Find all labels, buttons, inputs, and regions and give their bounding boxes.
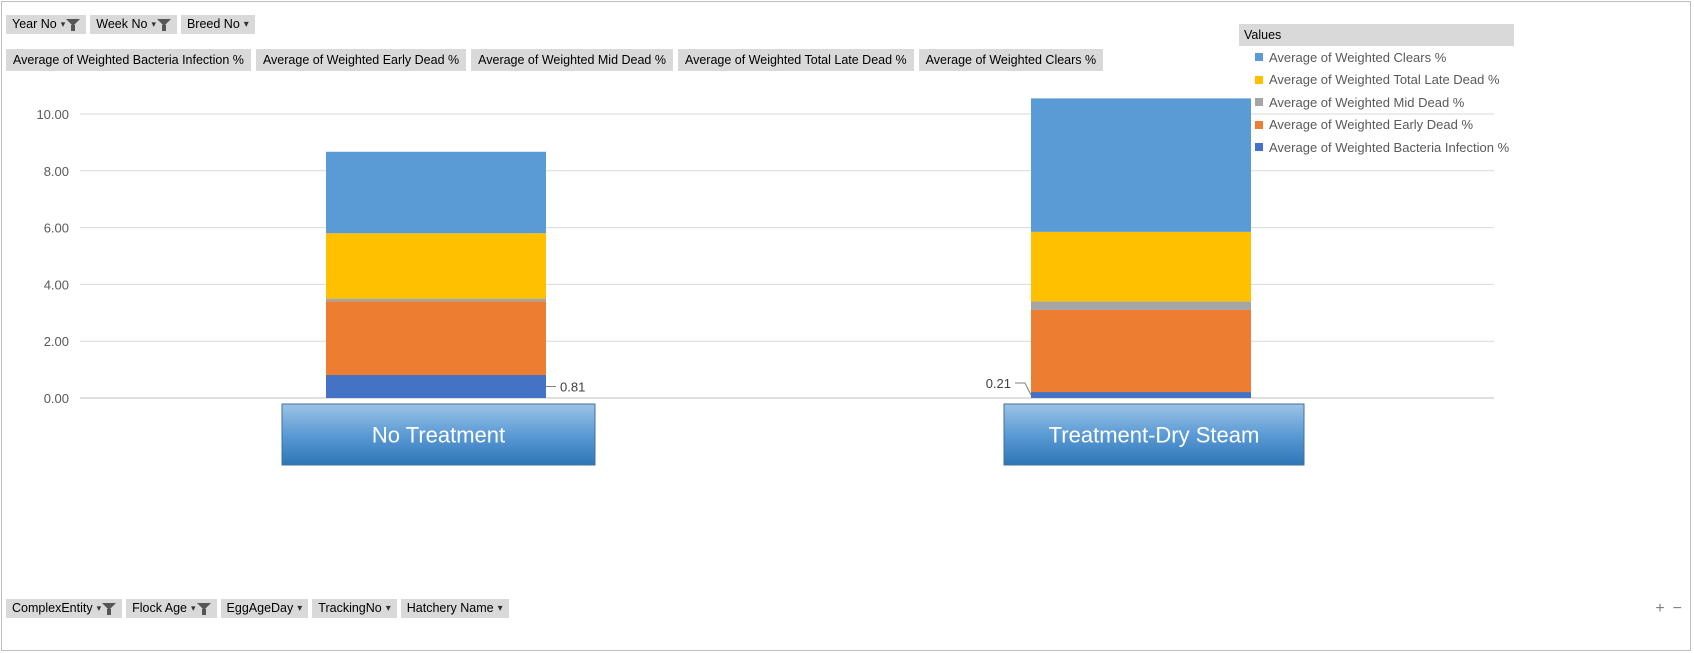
data-label-leader	[1015, 382, 1032, 396]
filter-eggageday-button[interactable]: EggAgeDay ▾	[220, 599, 309, 618]
field-label: EggAgeDay	[226, 601, 294, 615]
bar-segment[interactable]	[1031, 392, 1251, 398]
filter-icon: ▾	[191, 599, 211, 618]
stacked-bar-chart: 0.00 2.00 4.00 6.00 8.00 10.00 0.81 0.21 No Tr…	[36, 98, 1494, 466]
category-button-bg	[1003, 403, 1305, 466]
y-tick-label: 0.00	[44, 391, 69, 406]
chart-legend: Values Average of Weighted Clears % Avera…	[1239, 24, 1539, 159]
y-tick-label: 10.00	[36, 107, 69, 122]
bar-segment[interactable]	[1031, 231, 1251, 302]
legend-item[interactable]: Average of Weighted Early Dead %	[1239, 114, 1539, 137]
field-label: Flock Age	[132, 601, 188, 615]
category-label: Treatment-Dry Steam	[1049, 423, 1260, 448]
filter-icon: ▾	[97, 599, 117, 618]
bar-segment[interactable]	[326, 233, 546, 299]
filter-breed-no-button[interactable]: Breed No ▾	[180, 15, 255, 34]
dropdown-icon: ▾	[497, 603, 503, 614]
value-field-button[interactable]: Average of Weighted Bacteria Infection %	[6, 49, 251, 71]
y-tick-label: 8.00	[44, 164, 69, 179]
bar-segment[interactable]	[1031, 309, 1251, 393]
y-tick-label: 2.00	[44, 334, 69, 349]
category-axis-button[interactable]: Treatment-Dry Steam	[1003, 403, 1305, 466]
filter-year-no-button[interactable]: Year No ▾	[6, 15, 87, 34]
bar-segment[interactable]	[326, 151, 546, 234]
field-label: Year No	[12, 17, 57, 31]
legend-swatch	[1255, 75, 1263, 84]
legend-swatch	[1255, 53, 1263, 62]
field-label: Breed No	[186, 17, 240, 31]
zoom-out-button[interactable]: −	[1672, 600, 1682, 617]
y-tick-label: 6.00	[44, 221, 69, 236]
legend-label: Average of Weighted Clears %	[1269, 49, 1447, 65]
value-field-button[interactable]: Average of Weighted Mid Dead %	[471, 49, 673, 71]
filter-week-no-button[interactable]: Week No ▾	[90, 15, 177, 34]
legend-swatch	[1255, 120, 1263, 129]
field-label: ComplexEntity	[12, 601, 93, 615]
filter-trackingno-button[interactable]: TrackingNo ▾	[312, 599, 397, 618]
legend-item[interactable]: Average of Weighted Total Late Dead %	[1239, 69, 1539, 92]
legend-item[interactable]: Average of Weighted Clears %	[1239, 46, 1539, 69]
filter-icon: ▾	[61, 15, 81, 34]
legend-label: Average of Weighted Mid Dead %	[1269, 94, 1465, 110]
legend-label: Average of Weighted Total Late Dead %	[1269, 72, 1500, 88]
legend-label: Average of Weighted Bacteria Infection %	[1269, 139, 1510, 155]
legend-item[interactable]: Average of Weighted Mid Dead %	[1239, 91, 1539, 114]
legend-label: Average of Weighted Early Dead %	[1269, 117, 1474, 133]
filter-hatchery-name-button[interactable]: Hatchery Name ▾	[400, 599, 509, 618]
filter-field-bar-top: Year No ▾ Week No ▾ Breed No ▾	[6, 15, 255, 34]
filter-field-bar-bottom: ComplexEntity ▾ Flock Age ▾ EggAgeDay ▾ Tracki…	[6, 599, 509, 618]
filter-flock-age-button[interactable]: Flock Age ▾	[126, 599, 217, 618]
field-label: TrackingNo	[318, 601, 382, 615]
category-label: No Treatment	[372, 423, 505, 448]
bar-segment[interactable]	[326, 301, 546, 375]
data-label: 0.21	[986, 376, 1011, 391]
field-label: Hatchery Name	[406, 601, 494, 615]
field-label: Week No	[96, 17, 148, 31]
bar-segment[interactable]	[1031, 301, 1251, 310]
y-tick-label: 4.00	[44, 277, 69, 292]
legend-item[interactable]: Average of Weighted Bacteria Infection %	[1239, 136, 1539, 159]
filter-complexentity-button[interactable]: ComplexEntity ▾	[6, 599, 123, 618]
value-field-button[interactable]: Average of Weighted Clears %	[918, 49, 1104, 71]
bar-segment[interactable]	[326, 298, 546, 302]
zoom-in-button[interactable]: +	[1655, 600, 1665, 617]
dropdown-icon: ▾	[297, 603, 303, 614]
value-field-bar: Average of Weighted Bacteria Infection %…	[6, 49, 1104, 71]
bar-segment[interactable]	[326, 374, 546, 398]
dropdown-icon: ▾	[243, 19, 249, 30]
legend-swatch	[1255, 143, 1263, 152]
legend-title[interactable]: Values	[1239, 24, 1514, 46]
category-button-bg	[281, 403, 596, 466]
data-label: 0.81	[560, 379, 585, 394]
value-field-button[interactable]: Average of Weighted Total Late Dead %	[677, 49, 914, 71]
zoom-controls: + −	[1655, 600, 1682, 618]
category-axis-button[interactable]: No Treatment	[281, 403, 596, 466]
dropdown-icon: ▾	[385, 603, 391, 614]
legend-swatch	[1255, 98, 1263, 107]
bar-segment[interactable]	[1031, 98, 1251, 232]
value-field-button[interactable]: Average of Weighted Early Dead %	[255, 49, 467, 71]
filter-icon: ▾	[151, 15, 171, 34]
